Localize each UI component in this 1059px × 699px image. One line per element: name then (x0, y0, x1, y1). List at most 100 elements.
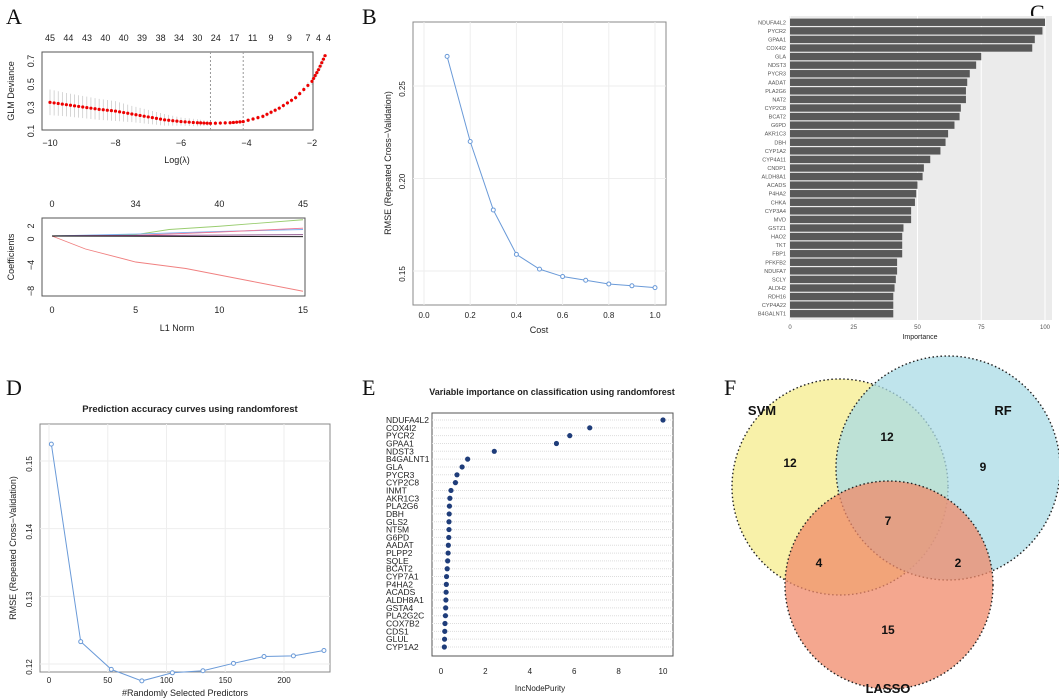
importance-bar (790, 258, 898, 266)
data-point (228, 121, 232, 125)
importance-bar (790, 275, 896, 284)
data-point (205, 121, 209, 125)
region-count: 4 (816, 556, 823, 570)
x-tick-label: −6 (176, 138, 186, 148)
importance-dot (445, 558, 451, 564)
data-point (223, 121, 227, 125)
data-point (169, 670, 175, 676)
category-label: PLA2G6 (765, 89, 786, 95)
x-tick-label: 100 (1040, 325, 1051, 331)
category-label: G6PD (386, 532, 409, 542)
top-axis-label: 9 (269, 33, 274, 43)
data-point (321, 647, 327, 653)
importance-bar (790, 267, 898, 275)
category-label: DBH (774, 140, 786, 146)
data-point (146, 115, 150, 119)
panel-label: D (6, 375, 22, 400)
y-tick-label: −8 (26, 286, 36, 296)
importance-dot (459, 464, 465, 470)
importance-dot (441, 644, 447, 650)
data-point (218, 121, 222, 125)
data-point (200, 668, 206, 674)
importance-bar (790, 215, 912, 224)
x-tick-label: −10 (42, 138, 57, 148)
data-point (583, 277, 589, 283)
data-point (78, 639, 84, 645)
x-tick-label: 100 (160, 676, 174, 685)
x-tick-label: 5 (133, 305, 138, 315)
coefficient-path (51, 235, 304, 292)
category-label: DBH (386, 509, 404, 519)
importance-bar (790, 198, 915, 206)
y-tick-label: 0.7 (26, 55, 36, 68)
importance-dot (567, 433, 573, 439)
region-count: 2 (955, 556, 962, 570)
importance-dot (444, 566, 450, 572)
data-point (306, 83, 310, 88)
importance-bar (790, 147, 941, 155)
importance-bar (790, 250, 903, 258)
category-label: NDUFA4L2 (758, 20, 786, 26)
data-point (290, 653, 296, 659)
rmse-line (446, 56, 656, 289)
x-tick-label: 4 (528, 667, 533, 676)
importance-dot (447, 495, 453, 501)
x-tick-label: 0 (439, 667, 444, 676)
category-label: INMT (386, 485, 407, 495)
x-tick-label: 75 (978, 325, 985, 331)
data-point (158, 117, 163, 121)
x-tick-label: −2 (307, 138, 317, 148)
importance-dot (465, 456, 471, 462)
data-point (89, 106, 93, 110)
category-label: HAO2 (771, 235, 786, 241)
top-axis-label: 44 (63, 33, 73, 43)
data-point (134, 113, 138, 117)
importance-dot (442, 628, 448, 634)
x-tick-label: 200 (277, 676, 291, 685)
top-axis-label: 30 (192, 33, 202, 43)
data-point (261, 654, 267, 660)
importance-bar (790, 155, 931, 164)
category-label: COX4I2 (386, 423, 417, 433)
category-label: AKR1C3 (386, 493, 419, 503)
category-label: G6PD (771, 123, 786, 129)
data-point (269, 110, 273, 114)
data-point (175, 119, 179, 123)
set-label: RF (994, 403, 1011, 418)
data-point (320, 61, 324, 65)
top-axis-label: 39 (137, 33, 147, 43)
data-point (321, 57, 326, 61)
x-tick-label: 0 (47, 676, 52, 685)
category-label: AADAT (386, 540, 414, 550)
importance-dot (445, 550, 451, 556)
importance-bar (790, 138, 946, 146)
y-tick-label: 2 (26, 223, 36, 228)
data-point (444, 53, 450, 59)
importance-dot (587, 425, 593, 431)
data-point (187, 120, 191, 124)
data-point (183, 120, 187, 124)
importance-bar (790, 121, 955, 129)
x-tick-label: 0.2 (465, 311, 477, 320)
category-label: ALDH2 (768, 286, 786, 292)
y-tick-label: 0.12 (25, 659, 34, 675)
data-point (52, 101, 56, 105)
category-label: COX4I2 (766, 46, 786, 52)
data-point (163, 118, 167, 122)
category-label: MVD (774, 217, 786, 223)
top-axis-label: 43 (82, 33, 92, 43)
top-axis-label: 0 (49, 199, 54, 209)
data-point (199, 121, 203, 125)
x-tick-label: 6 (572, 667, 577, 676)
data-point (235, 120, 239, 124)
category-label: NDST3 (768, 63, 786, 69)
category-label: FBP1 (772, 252, 786, 258)
venn-set-lasso (784, 480, 994, 690)
y-tick-label: 0.13 (25, 591, 34, 607)
region-count: 9 (980, 460, 987, 474)
data-point (490, 207, 496, 213)
importance-bar (790, 78, 968, 86)
category-label: BCAT2 (769, 115, 786, 121)
category-label: B4GALNT1 (386, 454, 430, 464)
